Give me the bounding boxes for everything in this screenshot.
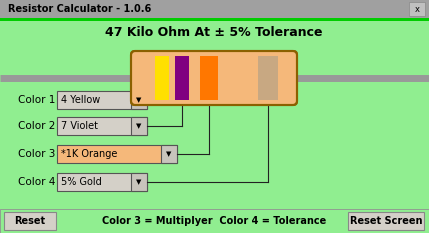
- Bar: [131, 117, 147, 135]
- Bar: [57, 173, 147, 191]
- Text: Resistor Calculator - 1.0.6: Resistor Calculator - 1.0.6: [8, 4, 151, 14]
- Bar: [4, 212, 56, 230]
- Text: Color 4: Color 4: [18, 177, 55, 187]
- Bar: [0, 0, 429, 18]
- Bar: [409, 2, 425, 16]
- Text: Reset: Reset: [15, 216, 45, 226]
- Text: 4 Yellow: 4 Yellow: [61, 95, 100, 105]
- Text: ▼: ▼: [136, 97, 142, 103]
- Text: 47 Kilo Ohm At ± 5% Tolerance: 47 Kilo Ohm At ± 5% Tolerance: [105, 27, 323, 40]
- Bar: [0, 209, 429, 233]
- Bar: [0, 21, 429, 209]
- Text: ▼: ▼: [166, 151, 172, 157]
- Text: Reset Screen: Reset Screen: [350, 216, 422, 226]
- Bar: [240, 56, 254, 100]
- Bar: [348, 212, 424, 230]
- Bar: [0, 18, 429, 21]
- Text: *1K Orange: *1K Orange: [61, 149, 118, 159]
- Bar: [57, 91, 147, 109]
- Bar: [57, 117, 147, 135]
- Bar: [131, 173, 147, 191]
- Text: Color 2: Color 2: [18, 121, 55, 131]
- Bar: [258, 56, 278, 100]
- Text: 5% Gold: 5% Gold: [61, 177, 102, 187]
- Text: x: x: [414, 4, 420, 14]
- Text: Color 3: Color 3: [18, 149, 55, 159]
- Bar: [161, 145, 177, 163]
- FancyBboxPatch shape: [131, 51, 297, 105]
- Bar: [155, 56, 169, 100]
- Bar: [57, 145, 177, 163]
- Text: 7 Violet: 7 Violet: [61, 121, 98, 131]
- Text: Color 1: Color 1: [18, 95, 55, 105]
- Text: Color 3 = Multiplyer  Color 4 = Tolerance: Color 3 = Multiplyer Color 4 = Tolerance: [102, 216, 326, 226]
- Text: ▼: ▼: [136, 123, 142, 129]
- Bar: [175, 56, 189, 100]
- Bar: [200, 56, 218, 100]
- Bar: [131, 91, 147, 109]
- Text: ▼: ▼: [136, 179, 142, 185]
